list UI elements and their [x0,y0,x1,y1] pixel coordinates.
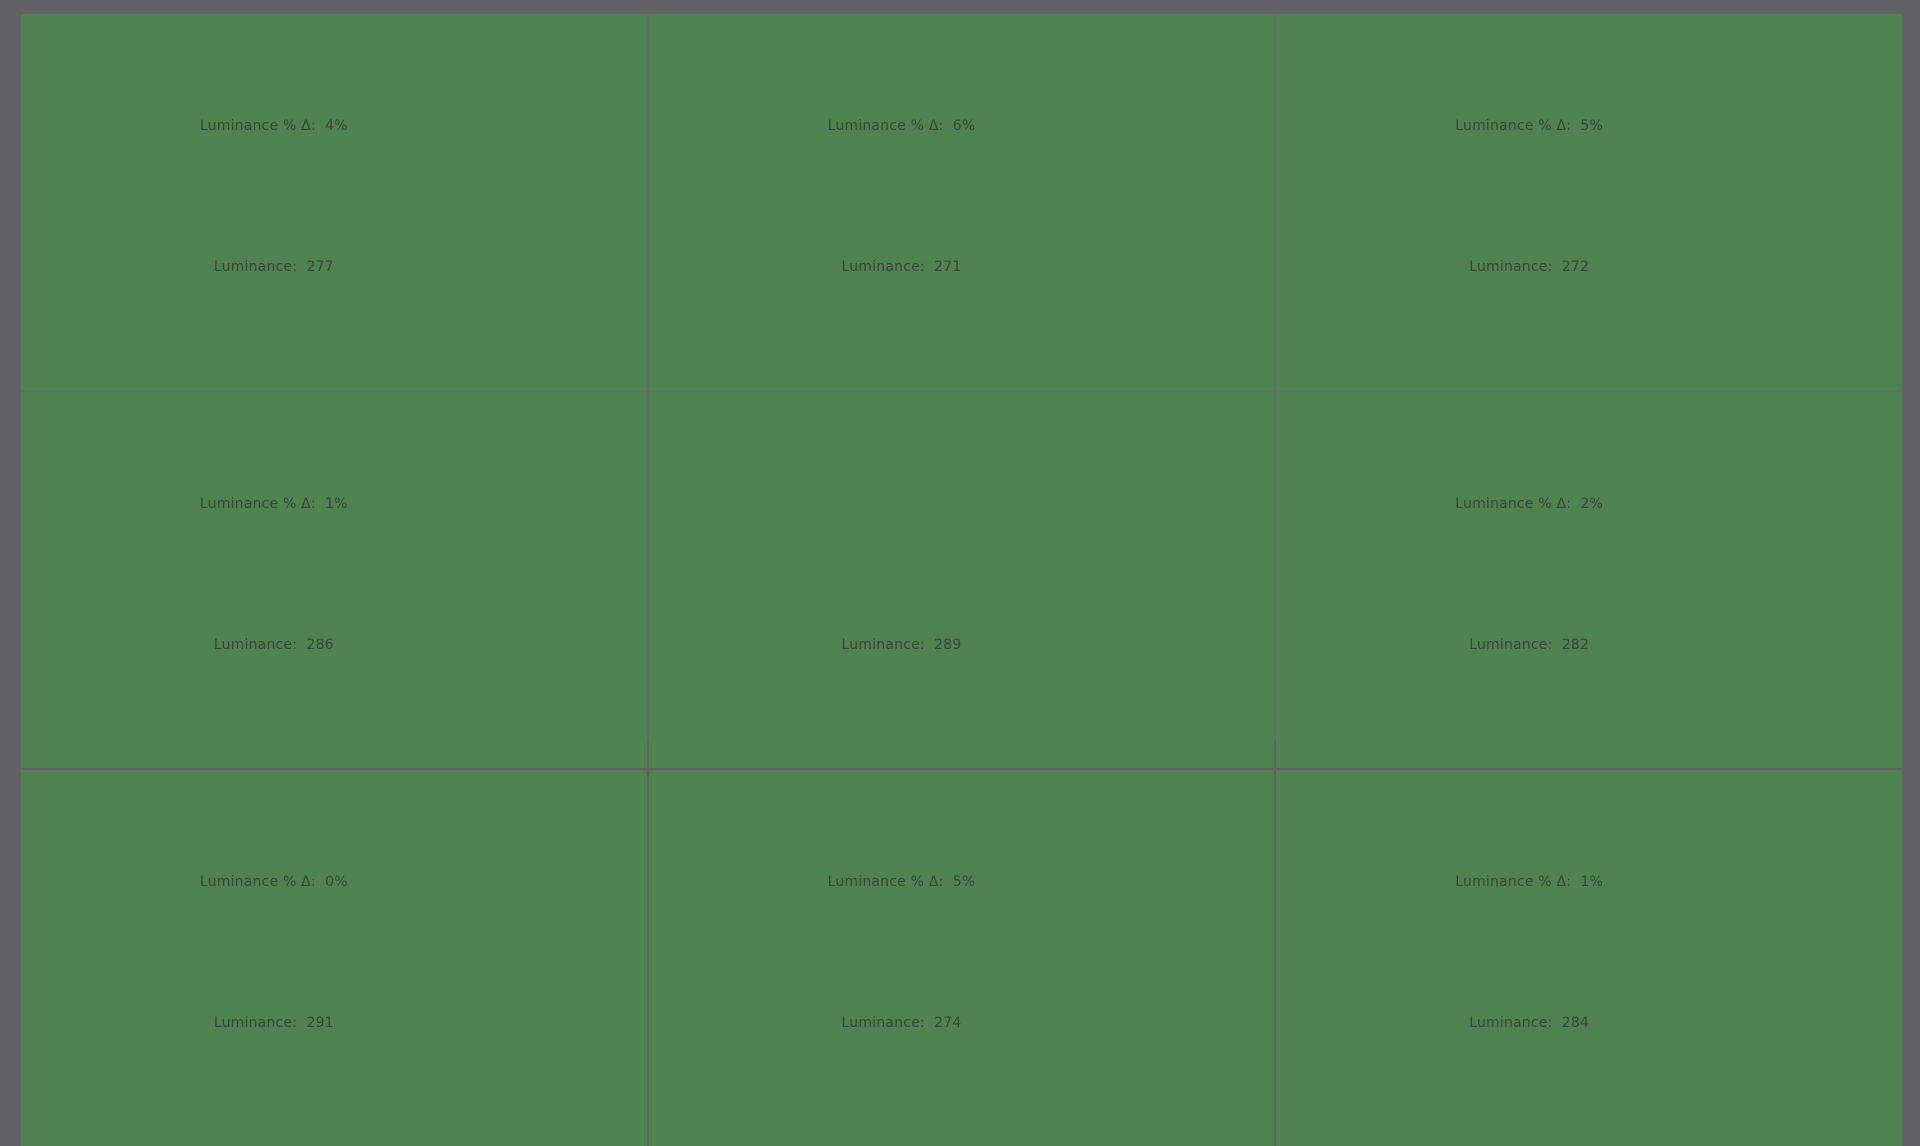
luminance-tile-r2c3: Luminance % Δ: 2% Luminance: 282 [1276,392,1902,768]
luminance-tile-r3c3: Luminance % Δ: 1% Luminance: 284 [1276,770,1902,1146]
tile-readout: Luminance % Δ: 1% Luminance: 286 [200,387,348,763]
tile-readout: Luminance % Δ: 4% Luminance: 277 [200,9,348,385]
luminance-delta-label: Luminance % Δ: 0% [199,874,348,890]
luminance-tile-r2c1: Luminance % Δ: 1% Luminance: 286 [21,392,647,768]
luminance-delta-label: Luminance % Δ: 1% [1455,874,1604,890]
luminance-value-label: Luminance: 271 [841,259,962,275]
luminance-delta-label: Luminance % Δ: 5% [827,874,976,890]
luminance-tile-r1c1: Luminance % Δ: 4% Luminance: 277 [21,14,647,390]
luminance-tile-r2c2-reference: Luminance: 289 [648,392,1275,768]
luminance-delta-label: Luminance % Δ: 4% [199,118,348,134]
luminance-delta-label: Luminance % Δ: 5% [1455,118,1604,134]
luminance-value-label: Luminance: 286 [213,637,334,653]
luminance-tile-r3c1: Luminance % Δ: 0% Luminance: 291 [21,770,647,1146]
luminance-tile-r3c2: Luminance % Δ: 5% Luminance: 274 [648,770,1275,1146]
luminance-value-label: Luminance: 274 [841,1015,962,1031]
tile-readout: Luminance % Δ: 0% Luminance: 291 [200,765,348,1141]
luminance-value-label: Luminance: 291 [213,1015,334,1031]
luminance-delta-label: Luminance % Δ: 2% [1455,496,1604,512]
luminance-delta-label [842,481,962,528]
luminance-value-label: Luminance: 272 [1469,259,1590,275]
tile-readout: Luminance % Δ: 1% Luminance: 284 [1455,765,1603,1141]
luminance-value-label: Luminance: 284 [1469,1015,1590,1031]
luminance-value-label: Luminance: 289 [841,637,962,653]
luminance-delta-label: Luminance % Δ: 6% [827,118,976,134]
luminance-tile-r1c2: Luminance % Δ: 6% Luminance: 271 [648,14,1275,390]
luminance-grid: Luminance % Δ: 4% Luminance: 277 Luminan… [21,14,1902,1146]
tile-readout: Luminance % Δ: 5% Luminance: 274 [828,765,976,1141]
tile-readout: Luminance % Δ: 2% Luminance: 282 [1455,387,1603,763]
luminance-tile-r1c3: Luminance % Δ: 5% Luminance: 272 [1276,14,1902,390]
tile-readout: Luminance: 289 [842,387,962,763]
tile-readout: Luminance % Δ: 6% Luminance: 271 [828,9,976,385]
luminance-delta-label: Luminance % Δ: 1% [199,496,348,512]
luminance-value-label: Luminance: 277 [213,259,334,275]
luminance-value-label: Luminance: 282 [1469,637,1590,653]
tile-readout: Luminance % Δ: 5% Luminance: 272 [1455,9,1603,385]
